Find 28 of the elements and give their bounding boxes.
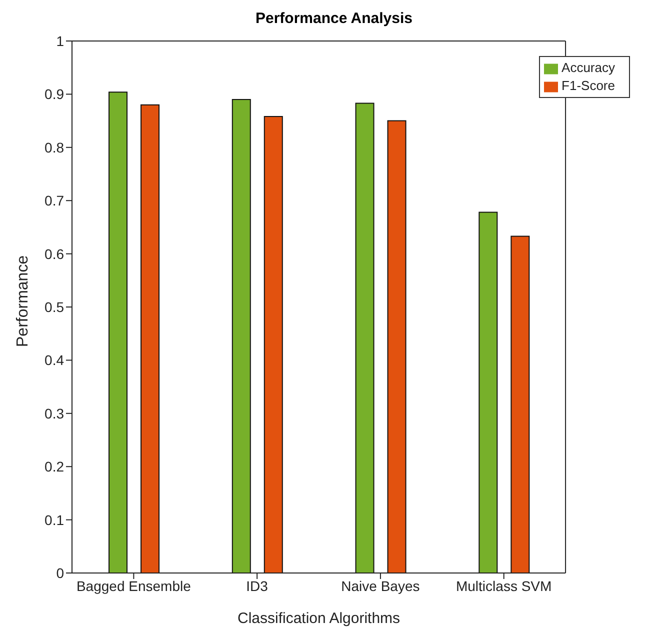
bar xyxy=(232,99,251,573)
bar xyxy=(478,212,498,573)
bar xyxy=(510,236,530,573)
legend-label: Accuracy xyxy=(562,60,615,75)
legend-label: F1-Score xyxy=(562,78,615,93)
y-tick-label: 0.5 xyxy=(44,298,64,315)
y-tick-label: 0.4 xyxy=(44,352,64,368)
y-tick-label: 0.6 xyxy=(44,246,64,262)
x-tick-label: Multiclass SVM xyxy=(456,578,552,594)
bar xyxy=(108,92,128,573)
x-axis-title: Classification Algorithms xyxy=(237,610,400,627)
y-tick-label: 1 xyxy=(56,32,64,49)
y-tick-label: 0.8 xyxy=(44,139,64,156)
y-tick-label: 0.9 xyxy=(44,86,64,102)
bar xyxy=(140,104,160,573)
y-tick-label: 0 xyxy=(56,564,64,581)
y-tick-label: 0.3 xyxy=(44,405,64,422)
chart-title: Performance Analysis xyxy=(254,10,414,27)
y-axis-title: Performance xyxy=(14,255,32,347)
bar xyxy=(264,116,283,573)
bar xyxy=(387,120,406,573)
x-tick-label: ID3 xyxy=(246,578,268,594)
bar xyxy=(355,102,374,573)
y-tick-label: 0.1 xyxy=(44,512,64,528)
x-tick-label: Naive Bayes xyxy=(341,578,420,594)
y-tick-label: 0.7 xyxy=(44,192,64,209)
y-tick-label: 0.2 xyxy=(44,458,64,475)
x-tick-label: Bagged Ensemble xyxy=(76,578,192,594)
